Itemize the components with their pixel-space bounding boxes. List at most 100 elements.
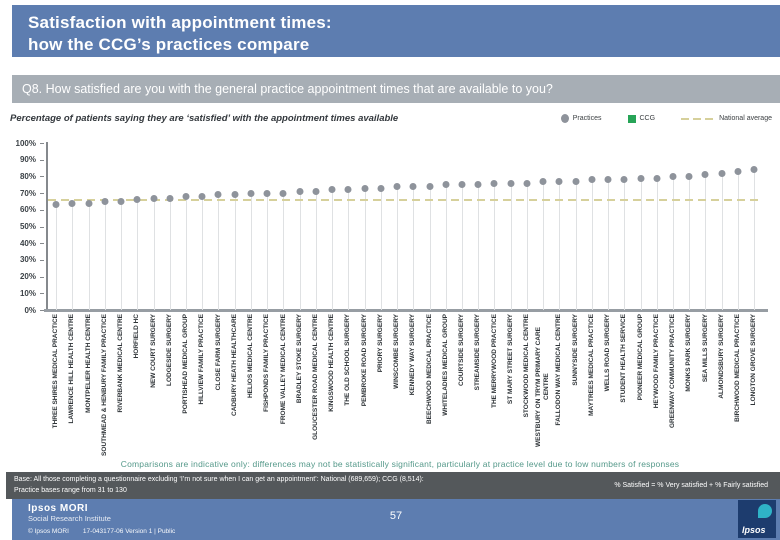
practice-column xyxy=(486,143,502,310)
national-average-line xyxy=(48,198,762,201)
practice-column xyxy=(616,143,632,310)
practice-column xyxy=(373,143,389,310)
x-label: LODGESIDE SURGERY xyxy=(165,314,173,386)
x-label: KENNEDY WAY SURGERY xyxy=(409,314,417,396)
x-label: WINSCOMBE SURGERY xyxy=(393,314,401,389)
practice-column xyxy=(681,143,697,310)
legend-label-ccg: CCG xyxy=(639,115,656,122)
drop-line xyxy=(624,179,626,310)
y-tick-mark xyxy=(40,209,44,211)
drop-line xyxy=(754,169,756,310)
practice-column xyxy=(308,143,324,310)
practice-column xyxy=(324,143,340,310)
practice-column xyxy=(259,143,275,310)
legend-item-national: National average xyxy=(681,115,772,122)
practice-column xyxy=(97,143,113,310)
practice-column xyxy=(697,143,713,310)
y-axis-line xyxy=(46,142,48,311)
y-tick-label: 10% xyxy=(19,288,36,298)
practice-dot xyxy=(604,176,612,184)
brand-name: Ipsos MORI xyxy=(28,503,89,514)
question-bar: Q8. How satisfied are you with the gener… xyxy=(12,75,780,103)
drop-line xyxy=(137,199,139,310)
y-tick-label: 60% xyxy=(19,205,36,215)
drop-line xyxy=(461,184,463,310)
drop-line xyxy=(332,189,334,310)
practice-dot xyxy=(198,192,206,200)
practice-column xyxy=(438,143,454,310)
practice-dot xyxy=(620,176,628,184)
x-label: BIRCHWOOD MEDICAL PRACTICE xyxy=(734,314,742,422)
practice-column xyxy=(535,143,551,310)
y-tick-label: 80% xyxy=(19,171,36,181)
y-tick-label: 50% xyxy=(19,222,36,231)
drop-line xyxy=(234,194,236,310)
drop-line xyxy=(526,183,528,310)
practice-column xyxy=(48,143,64,310)
drop-line xyxy=(721,173,723,310)
x-label: THE OLD SCHOOL SURGERY xyxy=(344,314,352,406)
page-number: 57 xyxy=(389,510,403,522)
copyright-line: © Ipsos MORI 17-043177-06 Version 1 | Pub… xyxy=(28,528,189,535)
practice-dot xyxy=(458,181,466,189)
national-average-line-icon xyxy=(681,117,716,120)
chart-title: Percentage of patients saying they are ‘… xyxy=(10,113,399,124)
drop-line xyxy=(705,174,707,310)
practice-column xyxy=(503,143,519,310)
practice-column xyxy=(519,143,535,310)
y-tick-mark xyxy=(40,143,44,144)
practice-column xyxy=(340,143,356,310)
practice-column xyxy=(454,143,470,310)
x-label: PEMBROKE ROAD SURGERY xyxy=(360,314,368,407)
legend-label-practices: Practices xyxy=(572,115,602,122)
x-labels: THREE SHIRES MEDICAL PRACTICE LAWRENCE HI… xyxy=(48,314,762,459)
practice-dot xyxy=(361,184,369,192)
practice-dot xyxy=(572,177,580,185)
practice-column xyxy=(389,143,405,310)
practice-column xyxy=(210,143,226,310)
practice-dot xyxy=(85,199,93,207)
x-label: PORTISHEAD MEDICAL GROUP xyxy=(182,314,190,414)
drop-line xyxy=(218,194,220,310)
x-label: SEA MILLS SURGERY xyxy=(701,314,709,383)
practice-dot xyxy=(523,179,531,187)
y-tick-label: 90% xyxy=(19,155,36,165)
base-line2: Practice bases range from 31 to 130 xyxy=(14,486,127,494)
x-label: MAYTREES MEDICAL PRACTICE xyxy=(587,314,595,416)
drop-line xyxy=(543,181,545,310)
practice-column xyxy=(600,143,616,310)
x-label: WESTBURY ON TRYM PRIMARY CARE CENTRE xyxy=(535,326,551,447)
drop-line xyxy=(413,186,415,310)
drop-line xyxy=(510,183,512,310)
slide-title-line1: Satisfaction with appointment times: xyxy=(28,13,332,32)
practice-dot xyxy=(442,181,450,189)
x-label: HELIOS MEDICAL CENTRE xyxy=(247,314,255,399)
x-label: SOUTHMEAD & HENBURY FAMILY PRACTICE xyxy=(100,314,108,456)
x-axis-line xyxy=(44,309,768,312)
y-tick-mark xyxy=(40,226,44,228)
y-tick-label: 30% xyxy=(19,255,36,265)
drop-line xyxy=(299,191,301,310)
practice-column xyxy=(405,143,421,310)
x-label: ALMONDSBURY SURGERY xyxy=(717,314,725,399)
practice-dot xyxy=(393,182,401,190)
x-label: GREENWAY COMMUNITY PRACTICE xyxy=(669,314,677,429)
practice-dot xyxy=(718,169,726,177)
x-label: STREAMSIDE SURGERY xyxy=(474,314,482,391)
y-tick-label: 40% xyxy=(19,238,36,248)
drop-line xyxy=(185,196,187,310)
x-label: NEW COURT SURGERY xyxy=(149,314,157,388)
legend-item-ccg: CCG xyxy=(627,114,656,123)
y-tick-label: 100% xyxy=(15,138,36,148)
ipsos-logo-text: Ipsos xyxy=(742,525,766,535)
ipsos-logo-swirl-icon xyxy=(758,504,772,518)
x-label: HEYWOOD FAMILY PRACTICE xyxy=(652,314,660,409)
practice-dot xyxy=(231,191,239,199)
practice-dot xyxy=(377,184,385,192)
ccg-square-icon xyxy=(627,114,636,123)
practice-dot xyxy=(474,181,482,189)
plot-area xyxy=(48,143,762,310)
drop-line xyxy=(656,178,658,310)
practice-dot xyxy=(150,194,158,202)
slide-header: Satisfaction with appointment times: how… xyxy=(12,5,780,57)
